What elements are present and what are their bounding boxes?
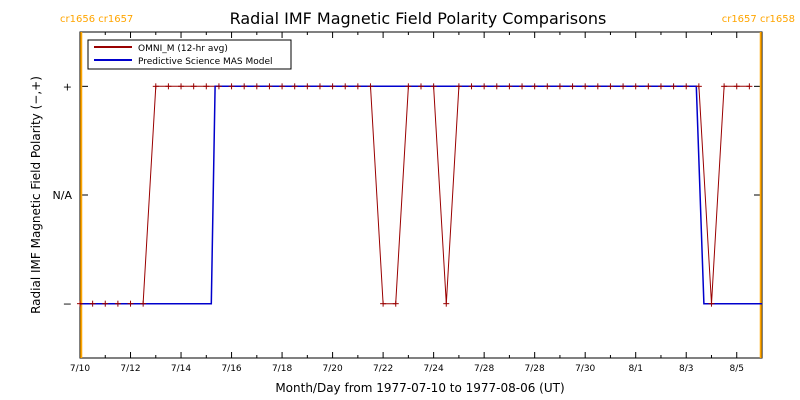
omni-data-point <box>329 83 336 90</box>
omni-data-point <box>354 83 361 90</box>
legend-entry-omni: OMNI_M (12-hr avg) <box>138 44 228 54</box>
omni-data-point <box>430 83 437 90</box>
plot-frame <box>79 31 763 359</box>
omni-data-point <box>683 83 690 90</box>
omni-data-point <box>531 83 538 90</box>
omni-data-point <box>102 300 109 307</box>
y-axis-label: Radial IMF Magnetic Field Polarity (−,+) <box>29 76 43 314</box>
series-line-model <box>80 85 762 305</box>
omni-data-point <box>455 83 462 90</box>
x-tick-label: 7/12 <box>120 364 140 374</box>
omni-data-point <box>228 83 235 90</box>
omni-data-point <box>645 83 652 90</box>
omni-data-point <box>506 83 513 90</box>
omni-data-point <box>316 83 323 90</box>
y-tick-label: + <box>63 80 72 93</box>
plot-area <box>79 31 763 359</box>
x-tick-label: 7/16 <box>221 364 241 374</box>
omni-data-point <box>241 83 248 90</box>
legend-entry-model: Predictive Science MAS Model <box>138 57 273 67</box>
omni-data-point <box>152 83 159 90</box>
omni-data-point <box>165 83 172 90</box>
omni-data-point <box>342 83 349 90</box>
omni-data-point <box>190 83 197 90</box>
omni-data-point <box>89 300 96 307</box>
omni-data-point <box>140 300 147 307</box>
x-tick-label: 7/20 <box>322 364 342 374</box>
omni-data-point <box>657 83 664 90</box>
omni-data-point <box>481 83 488 90</box>
omni-data-point <box>519 83 526 90</box>
x-tick-label: 7/14 <box>171 364 191 374</box>
omni-data-point <box>746 83 753 90</box>
omni-data-point <box>556 83 563 90</box>
y-tick-label: − <box>63 298 72 311</box>
legend: OMNI_M (12-hr avg) Predictive Science MA… <box>87 39 292 70</box>
omni-data-point <box>291 83 298 90</box>
carrington-label-right: cr1657 cr1658 <box>722 14 795 25</box>
omni-data-point <box>266 83 273 90</box>
omni-data-point <box>695 83 702 90</box>
omni-data-point <box>215 83 222 90</box>
x-axis-label: Month/Day from 1977-07-10 to 1977-08-06 … <box>275 381 564 395</box>
x-tick-label: 8/5 <box>729 364 743 374</box>
x-tick-label: 8/3 <box>679 364 693 374</box>
chart-title: Radial IMF Magnetic Field Polarity Compa… <box>230 9 607 28</box>
omni-data-point <box>582 83 589 90</box>
omni-data-point <box>721 83 728 90</box>
omni-data-point <box>607 83 614 90</box>
omni-data-point <box>733 83 740 90</box>
omni-data-point <box>468 83 475 90</box>
omni-data-point <box>114 300 121 307</box>
x-tick-label: 7/28 <box>525 364 545 374</box>
x-tick-label: 7/24 <box>424 364 444 374</box>
omni-data-point <box>493 83 500 90</box>
axis-ticks: 7/10 7/12 7/14 7/16 7/18 7/20 7/22 7/24 7/28 7/28… <box>53 32 763 374</box>
omni-data-point <box>594 83 601 90</box>
carrington-label-left: cr1656 cr1657 <box>60 14 133 25</box>
omni-data-point <box>544 83 551 90</box>
omni-data-point <box>708 300 715 307</box>
omni-data-point <box>367 83 374 90</box>
data-marks <box>77 32 762 358</box>
omni-data-point <box>418 83 424 90</box>
x-tick-label: 8/1 <box>628 364 642 374</box>
omni-data-point <box>569 83 576 90</box>
y-tick-label: N/A <box>53 189 73 202</box>
omni-data-point <box>380 300 387 307</box>
x-tick-label: 7/18 <box>272 364 292 374</box>
omni-data-point <box>253 83 260 90</box>
omni-data-point <box>127 300 134 307</box>
omni-data-point <box>620 83 627 90</box>
omni-data-point <box>405 83 412 90</box>
omni-data-point <box>77 300 83 307</box>
legend-box <box>87 39 292 70</box>
x-tick-label: 7/22 <box>373 364 393 374</box>
omni-data-point <box>304 83 311 90</box>
x-tick-label: 7/30 <box>575 364 595 374</box>
omni-data-point <box>392 300 399 307</box>
omni-data-point <box>178 83 185 90</box>
x-tick-label: 7/28 <box>474 364 494 374</box>
series-line-omni <box>80 85 750 305</box>
x-tick-label: 7/10 <box>70 364 90 374</box>
omni-data-point <box>670 83 677 90</box>
omni-data-point <box>443 300 450 307</box>
omni-data-point <box>279 83 286 90</box>
omni-data-point <box>632 83 639 90</box>
omni-data-point <box>203 83 210 90</box>
